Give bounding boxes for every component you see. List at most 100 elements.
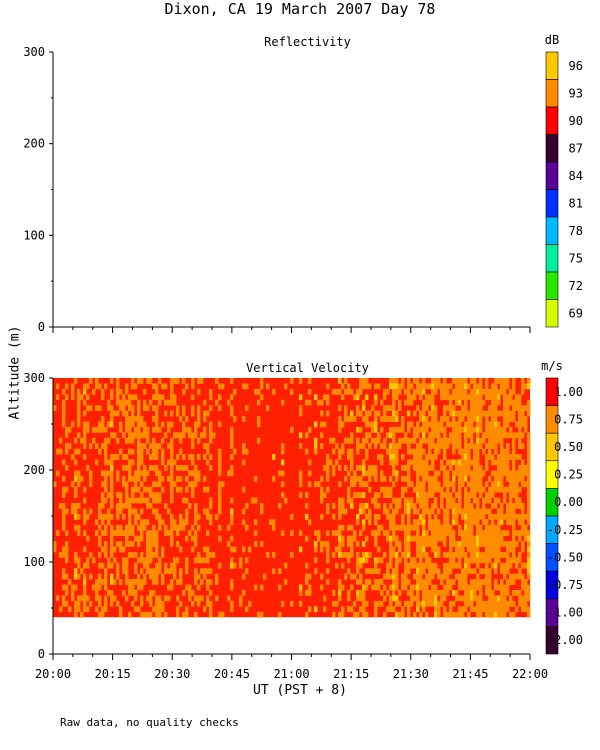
velocity-cell xyxy=(518,454,522,460)
velocity-cell xyxy=(473,470,477,477)
velocity-cell xyxy=(365,410,369,417)
velocity-cell xyxy=(155,448,159,455)
velocity-cell xyxy=(473,378,477,384)
velocity-cell xyxy=(389,405,393,411)
velocity-cell xyxy=(65,465,69,471)
velocity-cell xyxy=(449,546,453,553)
velocity-cell xyxy=(479,557,483,564)
velocity-cell xyxy=(410,394,414,401)
velocity-cell xyxy=(365,584,369,591)
velocity-cell xyxy=(518,497,522,504)
velocity-cell xyxy=(437,546,441,553)
velocity-cell xyxy=(368,513,372,520)
velocity-cell xyxy=(413,394,417,401)
velocity-cell xyxy=(458,426,462,433)
velocity-cell xyxy=(476,573,480,580)
velocity-cell xyxy=(326,454,330,460)
velocity-cell xyxy=(503,416,507,422)
velocity-cell xyxy=(476,454,480,460)
velocity-cell xyxy=(401,519,405,526)
velocity-cell xyxy=(170,562,174,569)
velocity-cell xyxy=(452,486,456,493)
velocity-cell xyxy=(326,546,330,553)
velocity-cell xyxy=(500,448,504,455)
velocity-cell xyxy=(494,470,498,477)
velocity-cell xyxy=(155,600,159,607)
velocity-cell xyxy=(515,481,519,488)
velocity-cell xyxy=(476,383,480,390)
velocity-cell xyxy=(458,541,462,547)
velocity-cell xyxy=(494,448,498,455)
velocity-cell xyxy=(326,399,330,406)
velocity-cell xyxy=(482,552,486,558)
velocity-cell xyxy=(389,557,393,564)
velocity-cell xyxy=(74,508,78,515)
velocity-cell xyxy=(230,443,234,449)
velocity-cell xyxy=(308,378,312,384)
velocity-cell xyxy=(476,432,480,439)
velocity-cell xyxy=(155,388,159,395)
velocity-cell xyxy=(467,584,471,591)
velocity-cell xyxy=(488,513,492,520)
velocity-cell xyxy=(380,600,384,607)
velocity-cell xyxy=(509,573,513,580)
velocity-cell xyxy=(371,470,375,477)
velocity-cell xyxy=(434,541,438,547)
velocity-cell xyxy=(233,448,237,455)
velocity-cell xyxy=(254,530,258,536)
velocity-cell xyxy=(182,421,186,428)
velocity-cell xyxy=(500,432,504,439)
velocity-cell xyxy=(497,465,501,471)
velocity-cell xyxy=(383,416,387,422)
velocity-cell xyxy=(374,519,378,526)
velocity-cell xyxy=(62,503,66,509)
velocity-cell xyxy=(521,388,525,395)
velocity-cell xyxy=(413,584,417,591)
velocity-cell xyxy=(74,584,78,591)
velocity-cell xyxy=(107,399,111,406)
velocity-cell xyxy=(119,492,123,498)
velocity-cell xyxy=(74,557,78,564)
velocity-cell xyxy=(332,470,336,477)
velocity-cell xyxy=(362,519,366,526)
velocity-cell xyxy=(323,421,327,428)
colorbar-swatch xyxy=(545,106,559,135)
velocity-cell xyxy=(362,405,366,411)
velocity-cell xyxy=(521,475,525,482)
velocity-cell xyxy=(473,394,477,401)
velocity-cell xyxy=(485,443,489,449)
velocity-cell xyxy=(383,475,387,482)
velocity-cell xyxy=(281,600,285,607)
velocity-cell xyxy=(506,448,510,455)
velocity-cell xyxy=(401,437,405,444)
velocity-cell xyxy=(509,486,513,493)
velocity-cell xyxy=(206,600,210,607)
velocity-cell xyxy=(413,508,417,515)
velocity-cell xyxy=(404,399,408,406)
velocity-cell xyxy=(524,481,528,488)
velocity-cell xyxy=(416,568,420,575)
velocity-cell xyxy=(518,426,522,433)
velocity-cell xyxy=(344,465,348,471)
velocity-cell xyxy=(446,562,450,569)
velocity-cell xyxy=(407,568,411,575)
velocity-cell xyxy=(419,416,423,422)
velocity-cell xyxy=(464,486,468,493)
velocity-cell xyxy=(125,503,129,509)
velocity-cell xyxy=(98,573,102,580)
velocity-cell xyxy=(464,513,468,520)
colorbar-swatch xyxy=(545,216,559,245)
velocity-cell xyxy=(344,378,348,384)
velocity-cell xyxy=(341,524,345,531)
velocity-cell xyxy=(113,595,117,602)
velocity-cell xyxy=(428,492,432,498)
velocity-cell xyxy=(479,388,483,395)
velocity-cell xyxy=(137,426,141,433)
velocity-cell xyxy=(455,421,459,428)
velocity-cell xyxy=(506,459,510,466)
velocity-cell xyxy=(350,448,354,455)
velocity-cell xyxy=(473,465,477,471)
velocity-cell xyxy=(422,503,426,509)
velocity-cell xyxy=(359,508,363,515)
velocity-cell xyxy=(134,568,138,575)
